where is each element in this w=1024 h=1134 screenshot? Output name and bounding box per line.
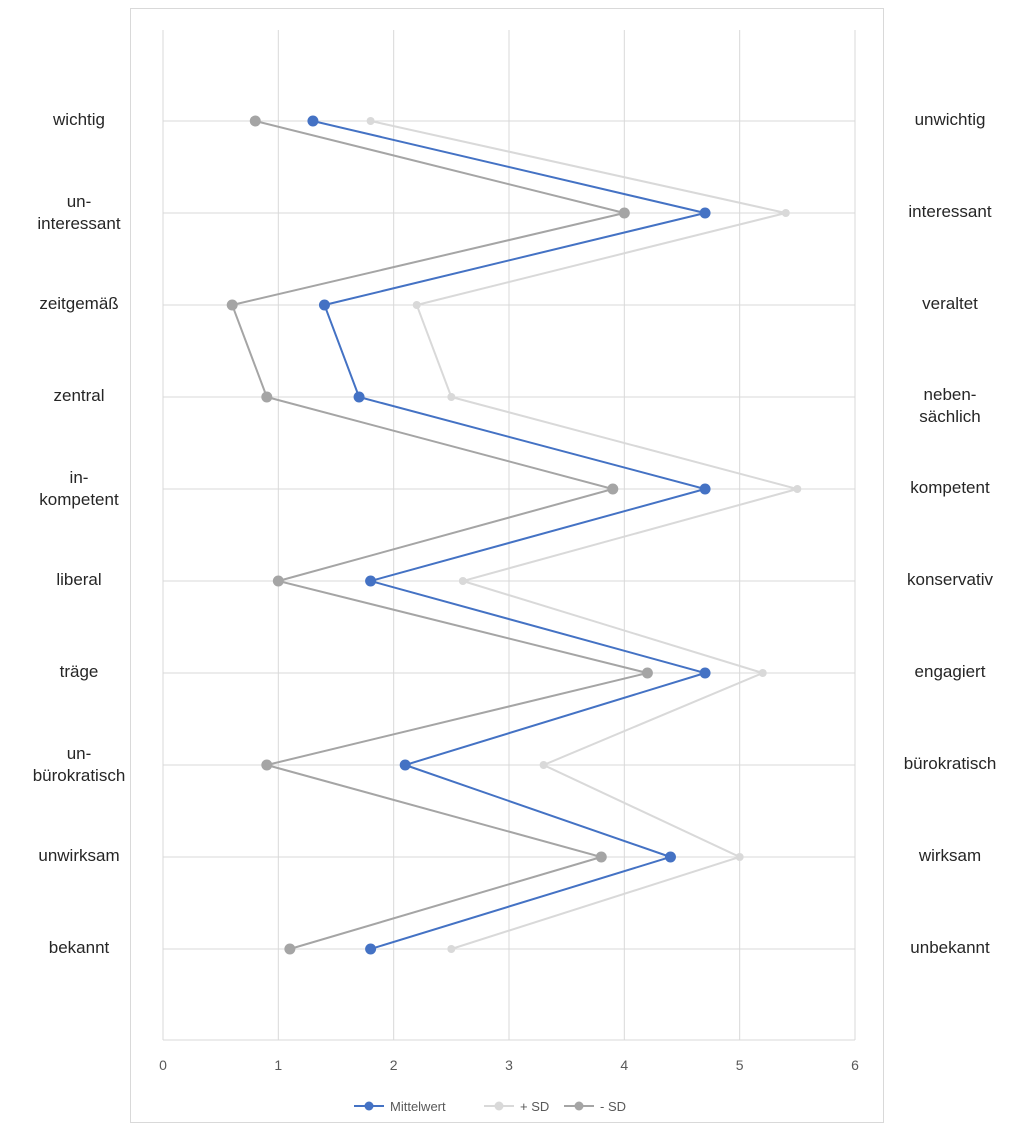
data-point bbox=[307, 115, 319, 127]
series-line bbox=[312, 120, 709, 950]
x-tick-label: 0 bbox=[159, 1057, 167, 1073]
data-point bbox=[595, 851, 607, 863]
right-label: bürokratisch bbox=[903, 754, 997, 773]
right-label: konservativ bbox=[907, 570, 993, 589]
data-point bbox=[699, 667, 711, 679]
left-label: un- bürokratisch bbox=[32, 744, 126, 785]
data-point bbox=[539, 761, 548, 769]
data-point bbox=[447, 393, 456, 401]
data-point bbox=[366, 117, 375, 125]
series-line bbox=[230, 120, 648, 950]
grid-lines bbox=[162, 30, 856, 1041]
right-label: interessant bbox=[908, 202, 992, 221]
right-label: kompetent bbox=[910, 478, 990, 497]
x-tick-label: 4 bbox=[620, 1057, 628, 1073]
series-line bbox=[370, 120, 802, 950]
x-tick-label: 3 bbox=[505, 1057, 513, 1073]
left-label: wichtig bbox=[53, 110, 105, 129]
data-point bbox=[318, 299, 330, 311]
data-point bbox=[618, 207, 630, 219]
data-point bbox=[447, 945, 456, 953]
data-point bbox=[249, 115, 261, 127]
data-point bbox=[272, 575, 284, 587]
chart-area bbox=[130, 8, 884, 1123]
x-tick-label: 2 bbox=[390, 1057, 398, 1073]
right-label: veraltet bbox=[922, 294, 978, 313]
legend-swatch-marker bbox=[364, 1101, 374, 1111]
x-tick-label: 5 bbox=[736, 1057, 744, 1073]
x-tick-labels: 0 1 2 3 4 5 6 bbox=[159, 1057, 859, 1073]
left-label: unwirksam bbox=[38, 846, 120, 865]
data-point bbox=[399, 759, 411, 771]
right-label: wirksam bbox=[918, 846, 982, 865]
data-point bbox=[458, 577, 467, 585]
left-label: liberal bbox=[56, 570, 102, 589]
left-label: in- kompetent bbox=[39, 468, 119, 509]
data-point bbox=[607, 483, 619, 495]
data-point bbox=[699, 483, 711, 495]
data-point bbox=[365, 943, 377, 955]
data-point bbox=[284, 943, 296, 955]
data-point bbox=[353, 391, 365, 403]
data-point bbox=[365, 575, 377, 587]
left-label: zeitgemäß bbox=[39, 294, 119, 313]
data-point bbox=[261, 759, 273, 771]
legend-label: + SD bbox=[520, 1099, 549, 1114]
data-point bbox=[735, 853, 744, 861]
legend-swatch-marker bbox=[494, 1101, 504, 1111]
left-label: träge bbox=[59, 662, 99, 681]
x-tick-label: 6 bbox=[851, 1057, 859, 1073]
data-point bbox=[412, 301, 421, 309]
right-label: engagiert bbox=[914, 662, 986, 681]
data-point bbox=[793, 485, 802, 493]
legend-swatch-marker bbox=[574, 1101, 584, 1111]
right-label: unbekannt bbox=[910, 938, 990, 957]
data-point bbox=[758, 669, 767, 677]
data-point bbox=[781, 209, 790, 217]
series-lines bbox=[230, 120, 802, 950]
data-point bbox=[664, 851, 676, 863]
data-point bbox=[261, 391, 273, 403]
legend-label: Mittelwert bbox=[390, 1099, 446, 1114]
left-label: bekannt bbox=[48, 938, 110, 957]
data-point bbox=[699, 207, 711, 219]
left-label: un- interessant bbox=[37, 192, 121, 233]
legend: Mittelwert + SD - SD bbox=[354, 1099, 626, 1114]
x-tick-label: 1 bbox=[274, 1057, 282, 1073]
data-point bbox=[226, 299, 238, 311]
right-label: unwichtig bbox=[914, 110, 986, 129]
data-point bbox=[641, 667, 653, 679]
legend-label: - SD bbox=[600, 1099, 626, 1114]
left-label: zentral bbox=[53, 386, 105, 405]
right-label: neben- sächlich bbox=[919, 385, 981, 426]
series-points bbox=[226, 115, 802, 955]
